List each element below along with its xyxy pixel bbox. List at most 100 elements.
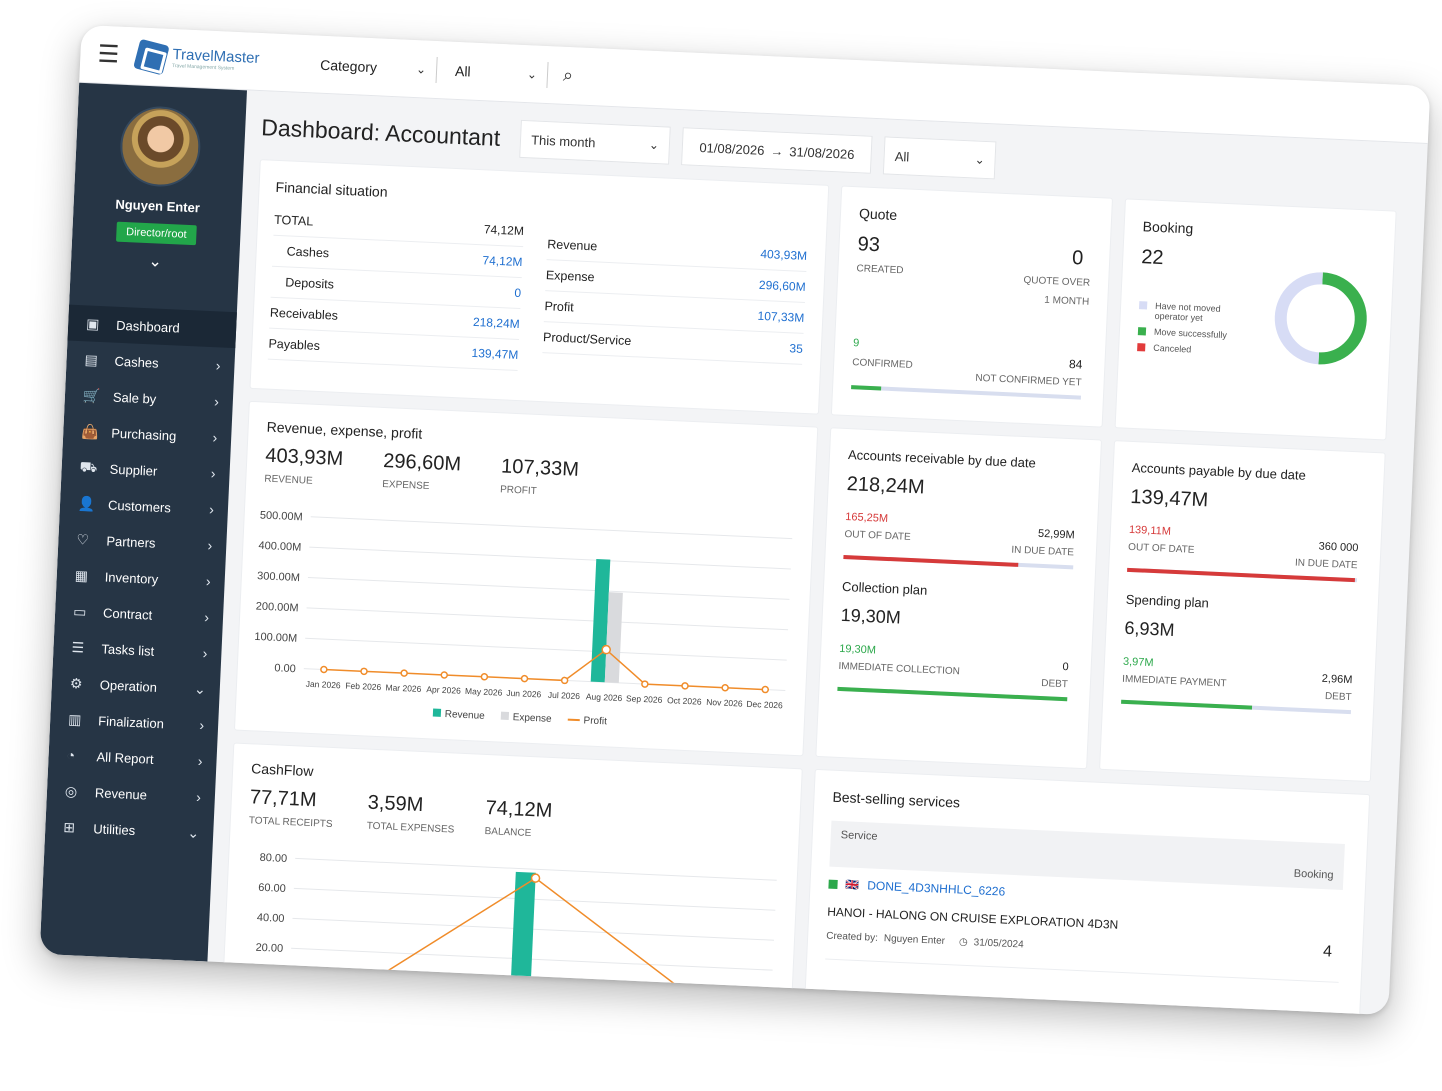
scope-select[interactable]: All ⌄ bbox=[882, 136, 997, 180]
hamburger-icon[interactable]: ☰ bbox=[97, 40, 120, 69]
quote-progress-fill bbox=[851, 385, 882, 391]
date-to: 31/08/2026 bbox=[789, 143, 855, 162]
receivable-out-value: 165,25M bbox=[844, 511, 889, 525]
point-profit[interactable] bbox=[641, 680, 649, 688]
financial-row-value[interactable]: 296,60M bbox=[758, 277, 806, 294]
point-profit[interactable] bbox=[560, 676, 569, 685]
spending-immediate-fill bbox=[1121, 699, 1253, 710]
service-column-header: Service bbox=[840, 829, 878, 843]
financial-row-value[interactable]: 74,12M bbox=[482, 253, 523, 270]
rep-title: Revenue, expense, profit bbox=[266, 418, 423, 442]
sidebar-nav: ▣ Dashboard ▤ Cashes › 🛒 Sale by › 👜 Purchasing › ⛟… bbox=[45, 304, 237, 852]
profile-panel: Nguyen Enter Director/root ⌄ bbox=[69, 83, 247, 312]
point-balance[interactable] bbox=[530, 873, 541, 883]
receivable-title: Accounts receivable by due date bbox=[847, 447, 1037, 471]
point-balance[interactable] bbox=[366, 978, 374, 986]
bar-expenses[interactable] bbox=[530, 983, 551, 991]
point-profit[interactable] bbox=[320, 665, 328, 674]
donut-segment[interactable] bbox=[1274, 272, 1367, 365]
service-booking-count: 4 bbox=[1322, 943, 1333, 961]
y-tick-label: 0.00 bbox=[274, 662, 296, 675]
legend-revenue[interactable]: Revenue bbox=[432, 708, 485, 722]
point-profit[interactable] bbox=[601, 644, 611, 655]
quote-created-label: CREATED bbox=[856, 263, 904, 277]
legend-expense[interactable]: Expense bbox=[500, 711, 552, 725]
point-profit[interactable] bbox=[360, 667, 368, 676]
plus-box-icon: ⊞ bbox=[63, 818, 76, 835]
legend-profit-label: Profit bbox=[583, 715, 608, 728]
arrow-right-icon: → bbox=[770, 142, 784, 159]
finalize-icon: ▥ bbox=[67, 710, 82, 728]
clock-icon: ◷ bbox=[958, 936, 968, 948]
spending-immediate-label: IMMEDIATE PAYMENT bbox=[1121, 673, 1227, 690]
point-profit[interactable] bbox=[520, 674, 529, 683]
sidebar-item-label: Customers bbox=[107, 497, 172, 515]
rep-profit-label: PROFIT bbox=[499, 484, 538, 497]
payable-title: Accounts payable by due date bbox=[1131, 459, 1307, 483]
legend-swatch bbox=[1138, 301, 1148, 310]
chevron-down-icon: ⌄ bbox=[415, 61, 427, 77]
legend-swatch bbox=[1137, 343, 1146, 352]
period-select[interactable]: This month ⌄ bbox=[519, 119, 671, 165]
payable-out-label: OUT OF DATE bbox=[1127, 541, 1195, 556]
period-value: This month bbox=[530, 131, 596, 150]
bag-icon: 👜 bbox=[81, 422, 100, 440]
point-profit[interactable] bbox=[440, 671, 449, 679]
quote-confirmed-label: CONFIRMED bbox=[852, 357, 914, 371]
grid-line bbox=[295, 857, 777, 881]
date-range-picker[interactable]: 01/08/2026 → 31/08/2026 bbox=[681, 127, 873, 174]
point-profit[interactable] bbox=[721, 683, 729, 692]
x-tick-label: Apr 2026 bbox=[426, 684, 461, 696]
financial-row-value[interactable]: 403,93M bbox=[760, 246, 808, 263]
receivable-due-label: IN DUE DATE bbox=[1011, 544, 1075, 559]
service-date: 31/05/2024 bbox=[973, 937, 1024, 951]
legend-profit[interactable]: Profit bbox=[567, 715, 608, 728]
grid-line bbox=[305, 637, 787, 661]
boxes-icon: ▦ bbox=[74, 566, 89, 584]
financial-row-value[interactable]: 35 bbox=[789, 341, 804, 356]
bar-receipts[interactable] bbox=[510, 871, 536, 990]
sidebar-item-label: Sale by bbox=[112, 389, 157, 407]
rep-revenue-kpi: 403,93M REVENUE bbox=[264, 445, 344, 488]
booking-count: 22 bbox=[1140, 246, 1165, 270]
logo[interactable]: TravelMaster Travel Management System bbox=[133, 38, 287, 78]
booking-legend-label: Canceled bbox=[1153, 342, 1192, 355]
service-code-link[interactable]: DONE_4D3NHHLC_6226 bbox=[866, 878, 1006, 899]
legend-expense-label: Expense bbox=[512, 712, 552, 725]
cashflow-balance-label: BALANCE bbox=[484, 825, 532, 840]
financial-row-value[interactable]: 0 bbox=[514, 285, 522, 301]
receivable-due-value: 52,99M bbox=[1037, 527, 1075, 542]
financial-row-value[interactable]: 139,47M bbox=[471, 345, 519, 362]
booking-legend-label: Have not moved operator yet bbox=[1154, 300, 1221, 324]
sidebar-item-utilities[interactable]: ⊞ Utilities ⌄ bbox=[45, 808, 214, 852]
financial-row-value[interactable]: 218,24M bbox=[472, 314, 520, 332]
category-select[interactable]: Category ⌄ bbox=[286, 46, 437, 87]
chevron-down-icon[interactable]: ⌄ bbox=[148, 253, 163, 271]
chevron-right-icon: › bbox=[208, 501, 215, 518]
avatar[interactable] bbox=[118, 104, 203, 189]
financial-row-label: Product/Service bbox=[542, 330, 632, 349]
all-select[interactable]: All ⌄ bbox=[436, 53, 547, 92]
point-balance[interactable] bbox=[687, 992, 695, 1001]
quote-created-count: 93 bbox=[857, 233, 881, 257]
x-tick-label: May 2026 bbox=[465, 686, 503, 698]
financial-row-value: 74,12M bbox=[483, 222, 525, 239]
payable-out-value: 139,11M bbox=[1128, 523, 1172, 538]
grid-line bbox=[291, 947, 773, 971]
receivable-out-label: OUT OF DATE bbox=[844, 528, 911, 543]
service-code-row: 🇬🇧 DONE_4D3NHHLC_6226 bbox=[828, 877, 1006, 899]
chevron-right-icon: › bbox=[213, 393, 220, 410]
chevron-down-icon: ⌄ bbox=[526, 66, 538, 82]
booking-column-header: Booking bbox=[1293, 867, 1334, 882]
point-profit[interactable] bbox=[681, 682, 689, 690]
financial-right-table: Revenue 403,93M Expense 296,60M Profit 107,33… bbox=[542, 229, 808, 365]
receivable-card: Accounts receivable by due date 218,24M … bbox=[815, 427, 1103, 770]
point-profit[interactable] bbox=[480, 673, 489, 681]
point-profit[interactable] bbox=[400, 669, 408, 677]
search-icon[interactable]: ⌕ bbox=[562, 64, 574, 86]
pie-icon: ◔ bbox=[66, 746, 76, 764]
point-profit[interactable] bbox=[761, 685, 770, 694]
financial-row-value[interactable]: 107,33M bbox=[757, 308, 805, 325]
legend-revenue-label: Revenue bbox=[444, 709, 485, 722]
